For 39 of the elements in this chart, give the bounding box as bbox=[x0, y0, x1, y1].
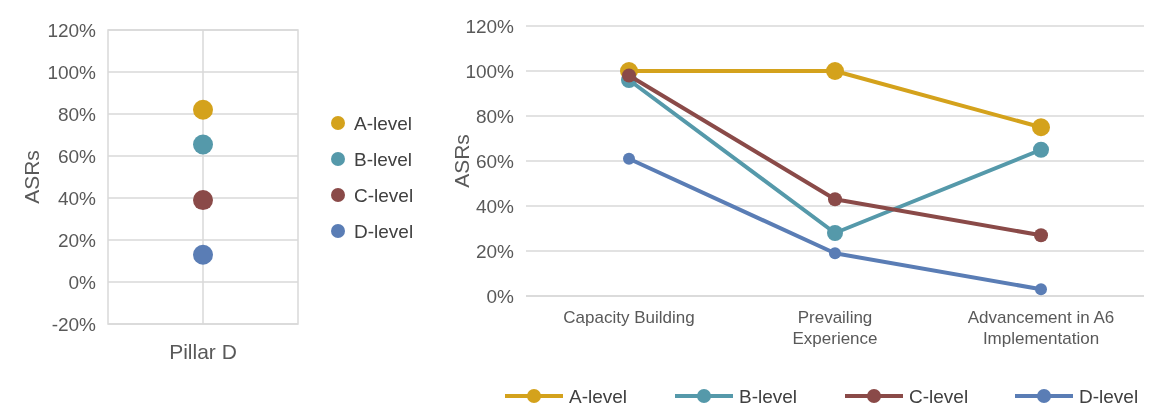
point bbox=[829, 247, 841, 260]
y-tick-label: -20% bbox=[51, 313, 97, 335]
y-tick-label: 40% bbox=[57, 187, 97, 209]
point bbox=[1035, 283, 1047, 296]
y-tick-label: 0% bbox=[68, 271, 97, 293]
x-tick-label: Pillar D bbox=[169, 339, 237, 363]
point bbox=[622, 68, 636, 83]
y-tick-label: 0% bbox=[486, 285, 515, 307]
point bbox=[828, 192, 842, 207]
y-tick-label: 100% bbox=[465, 60, 515, 82]
point bbox=[1033, 141, 1049, 158]
y-tick-label: 120% bbox=[465, 15, 515, 37]
y-tick-label: 20% bbox=[475, 240, 515, 262]
x-tick-label: Capacity Building bbox=[563, 308, 695, 328]
y-tick-label: 80% bbox=[57, 103, 97, 125]
y-tick-label: 60% bbox=[57, 145, 97, 167]
x-tick-label: Advancement in A6 Implementation bbox=[967, 308, 1115, 348]
legend-label: B-level bbox=[739, 385, 798, 407]
x-tick-label: Prevailing Experience bbox=[792, 308, 878, 348]
legend-label: D-level bbox=[354, 220, 414, 242]
legend-label: C-level bbox=[909, 385, 969, 407]
y-tick-label: 100% bbox=[47, 61, 97, 83]
y-tick-label: 40% bbox=[475, 195, 515, 217]
legend-label: B-level bbox=[354, 148, 413, 170]
y-tick-label: 60% bbox=[475, 150, 515, 172]
point bbox=[826, 62, 844, 80]
legend-label: D-level bbox=[1079, 385, 1139, 407]
point bbox=[623, 152, 635, 165]
point bbox=[827, 225, 843, 241]
y-axis-title: ASRs bbox=[20, 150, 44, 204]
point bbox=[1034, 228, 1048, 243]
y-tick-label: 120% bbox=[47, 19, 97, 41]
legend-label: A-level bbox=[569, 385, 628, 407]
legend-label: A-level bbox=[354, 112, 413, 134]
y-tick-label: 80% bbox=[475, 105, 515, 127]
y-tick-label: 20% bbox=[57, 229, 97, 251]
y-axis-title: ASRs bbox=[450, 134, 474, 188]
point bbox=[1032, 118, 1050, 137]
legend-label: C-level bbox=[354, 184, 414, 206]
